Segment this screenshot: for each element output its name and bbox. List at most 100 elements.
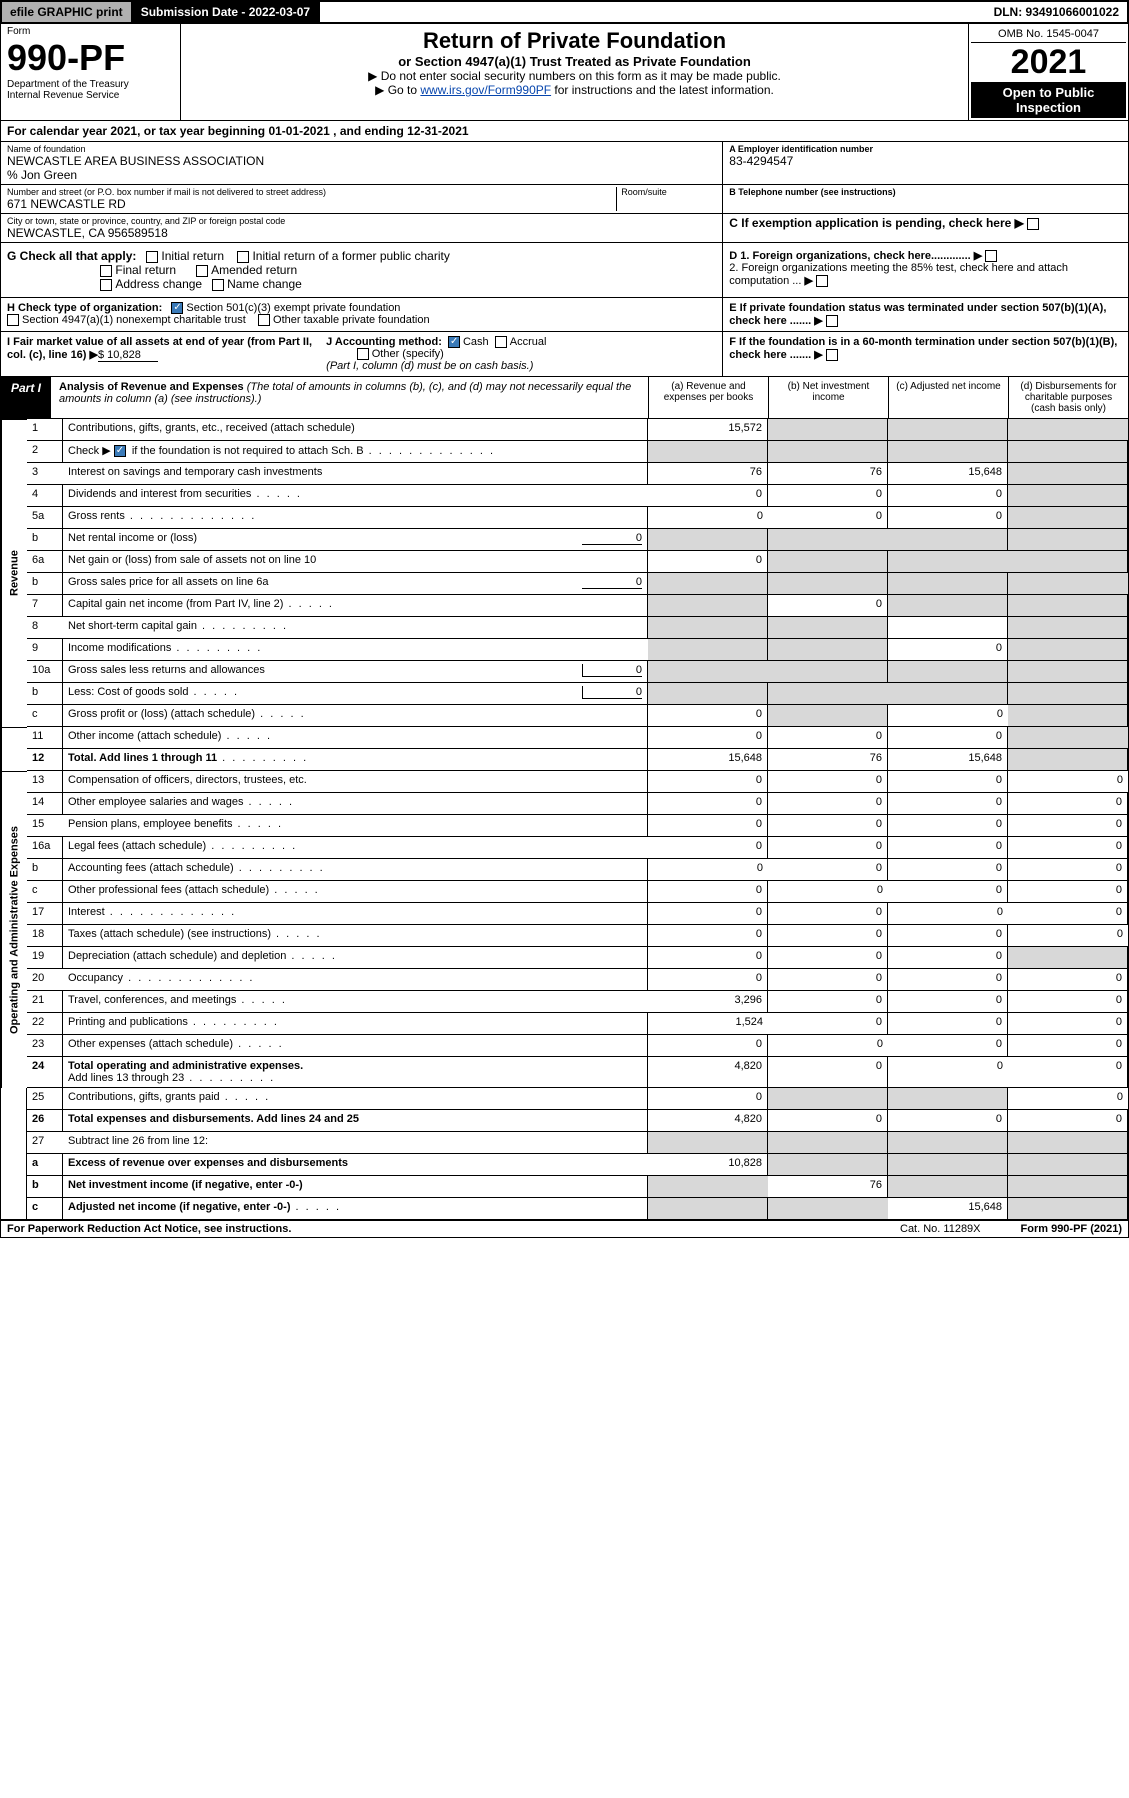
- r23-num: 23: [27, 1035, 63, 1057]
- h2-checkbox[interactable]: [7, 314, 19, 326]
- r11-desc: Other income (attach schedule): [63, 727, 648, 749]
- r25-d: Contributions, gifts, grants paid: [68, 1091, 220, 1103]
- j-cash-checkbox[interactable]: [448, 336, 460, 348]
- j-other-checkbox[interactable]: [357, 348, 369, 360]
- street-address: 671 NEWCASTLE RD: [7, 197, 616, 211]
- r13-a: 0: [648, 771, 768, 793]
- arrow-icon: ▶: [804, 275, 812, 287]
- r10a-a: [648, 661, 768, 683]
- r15-b: 0: [768, 815, 888, 837]
- top-bar: efile GRAPHIC print Submission Date - 20…: [0, 0, 1129, 24]
- r21-desc: Travel, conferences, and meetings: [63, 991, 648, 1013]
- r27b-desc: Net investment income (if negative, ente…: [63, 1176, 648, 1198]
- g-row: G Check all that apply: Initial return I…: [0, 243, 1129, 298]
- r10a-b: [768, 661, 888, 683]
- r2-post: if the foundation is not required to att…: [129, 445, 364, 457]
- r27a-a: 10,828: [648, 1154, 768, 1176]
- col-d-hdr: (d) Disbursements for charitable purpose…: [1008, 377, 1128, 418]
- r12-num: 12: [27, 749, 63, 771]
- g-label: G Check all that apply:: [7, 249, 136, 263]
- r11-d: [1008, 727, 1128, 749]
- d1-checkbox[interactable]: [985, 250, 997, 262]
- r27-a: [648, 1132, 768, 1154]
- r1-b: [768, 419, 888, 441]
- care-of: % Jon Green: [7, 168, 716, 182]
- r8-d: Net short-term capital gain: [68, 620, 197, 632]
- r2-a: [648, 441, 768, 463]
- r10b-a: [648, 683, 768, 705]
- e-checkbox[interactable]: [826, 315, 838, 327]
- totals-spacer: [1, 1088, 27, 1220]
- r10c-a: 0: [648, 705, 768, 727]
- g-name-checkbox[interactable]: [212, 279, 224, 291]
- r6a-desc: Net gain or (loss) from sale of assets n…: [63, 551, 648, 573]
- r22-desc: Printing and publications: [63, 1013, 648, 1035]
- r17-a: 0: [648, 903, 768, 925]
- form-link[interactable]: www.irs.gov/Form990PF: [420, 83, 551, 97]
- h3-checkbox[interactable]: [258, 314, 270, 326]
- r8-c: [888, 617, 1008, 639]
- g-addr-checkbox[interactable]: [100, 279, 112, 291]
- g-former-checkbox[interactable]: [237, 251, 249, 263]
- r6a-a: 0: [648, 551, 768, 573]
- g-former: Initial return of a former public charit…: [252, 249, 449, 263]
- r3-d: [1008, 463, 1128, 485]
- r16b-desc: Accounting fees (attach schedule): [63, 859, 648, 881]
- r15-a: 0: [648, 815, 768, 837]
- form-number: 990-PF: [7, 37, 174, 79]
- f-checkbox[interactable]: [826, 349, 838, 361]
- r9-d: Income modifications: [68, 642, 171, 654]
- r16a-desc: Legal fees (attach schedule): [63, 837, 648, 859]
- r5a-b: 0: [768, 507, 888, 529]
- r19-d: [1008, 947, 1128, 969]
- revenue-vert-label-2: [1, 727, 27, 771]
- c-checkbox[interactable]: [1027, 218, 1039, 230]
- d2-checkbox[interactable]: [816, 275, 828, 287]
- r4-num: 4: [27, 485, 63, 507]
- g-initial-checkbox[interactable]: [146, 251, 158, 263]
- r10a-desc: Gross sales less returns and allowances …: [63, 661, 648, 683]
- irs: Internal Revenue Service: [7, 90, 174, 101]
- name-label: Name of foundation: [7, 144, 716, 154]
- efile-print-button[interactable]: efile GRAPHIC print: [2, 2, 133, 22]
- r5b-val: 0: [582, 532, 642, 545]
- form-header: Form 990-PF Department of the Treasury I…: [0, 24, 1129, 120]
- city-cell: City or town, state or province, country…: [1, 214, 722, 243]
- h1-checkbox[interactable]: [171, 302, 183, 314]
- r5a-num: 5a: [27, 507, 63, 529]
- r17-d: 0: [1008, 903, 1128, 925]
- r10b-d: Less: Cost of goods sold: [68, 686, 188, 698]
- r27b-a: [648, 1176, 768, 1198]
- foundation-name: NEWCASTLE AREA BUSINESS ASSOCIATION: [7, 154, 716, 168]
- r24-d: 0: [1008, 1057, 1128, 1088]
- schb-checkbox[interactable]: [114, 445, 126, 457]
- instr-pre: ▶ Go to: [375, 83, 420, 97]
- j-other: Other (specify): [372, 348, 444, 360]
- r8-b: [768, 617, 888, 639]
- footer-cat: Cat. No. 11289X: [900, 1223, 981, 1235]
- r2-b: [768, 441, 888, 463]
- r27-desc: Subtract line 26 from line 12:: [63, 1132, 648, 1154]
- r11-b: 0: [768, 727, 888, 749]
- r14-num: 14: [27, 793, 63, 815]
- g-amended-checkbox[interactable]: [196, 265, 208, 277]
- r4-c: 0: [888, 485, 1008, 507]
- form-word: Form: [7, 26, 174, 37]
- r2-d: [1008, 441, 1128, 463]
- g-final-checkbox[interactable]: [100, 265, 112, 277]
- r27a-num: a: [27, 1154, 63, 1176]
- r27-c: [888, 1132, 1008, 1154]
- r14-c: 0: [888, 793, 1008, 815]
- r12-d: Total. Add lines 1 through 11: [68, 752, 217, 764]
- r3-a: 76: [648, 463, 768, 485]
- r15-d: 0: [1008, 815, 1128, 837]
- h1: Section 501(c)(3) exempt private foundat…: [186, 302, 400, 314]
- city-label: City or town, state or province, country…: [7, 216, 716, 226]
- r10b-desc: Less: Cost of goods sold 0: [63, 683, 648, 705]
- i-label: I Fair market value of all assets at end…: [7, 336, 312, 361]
- r16a-d: 0: [1008, 837, 1128, 859]
- r16c-desc: Other professional fees (attach schedule…: [63, 881, 648, 903]
- j-accrual-checkbox[interactable]: [495, 336, 507, 348]
- revenue-vert-label: Revenue: [1, 419, 27, 727]
- r18-c: 0: [888, 925, 1008, 947]
